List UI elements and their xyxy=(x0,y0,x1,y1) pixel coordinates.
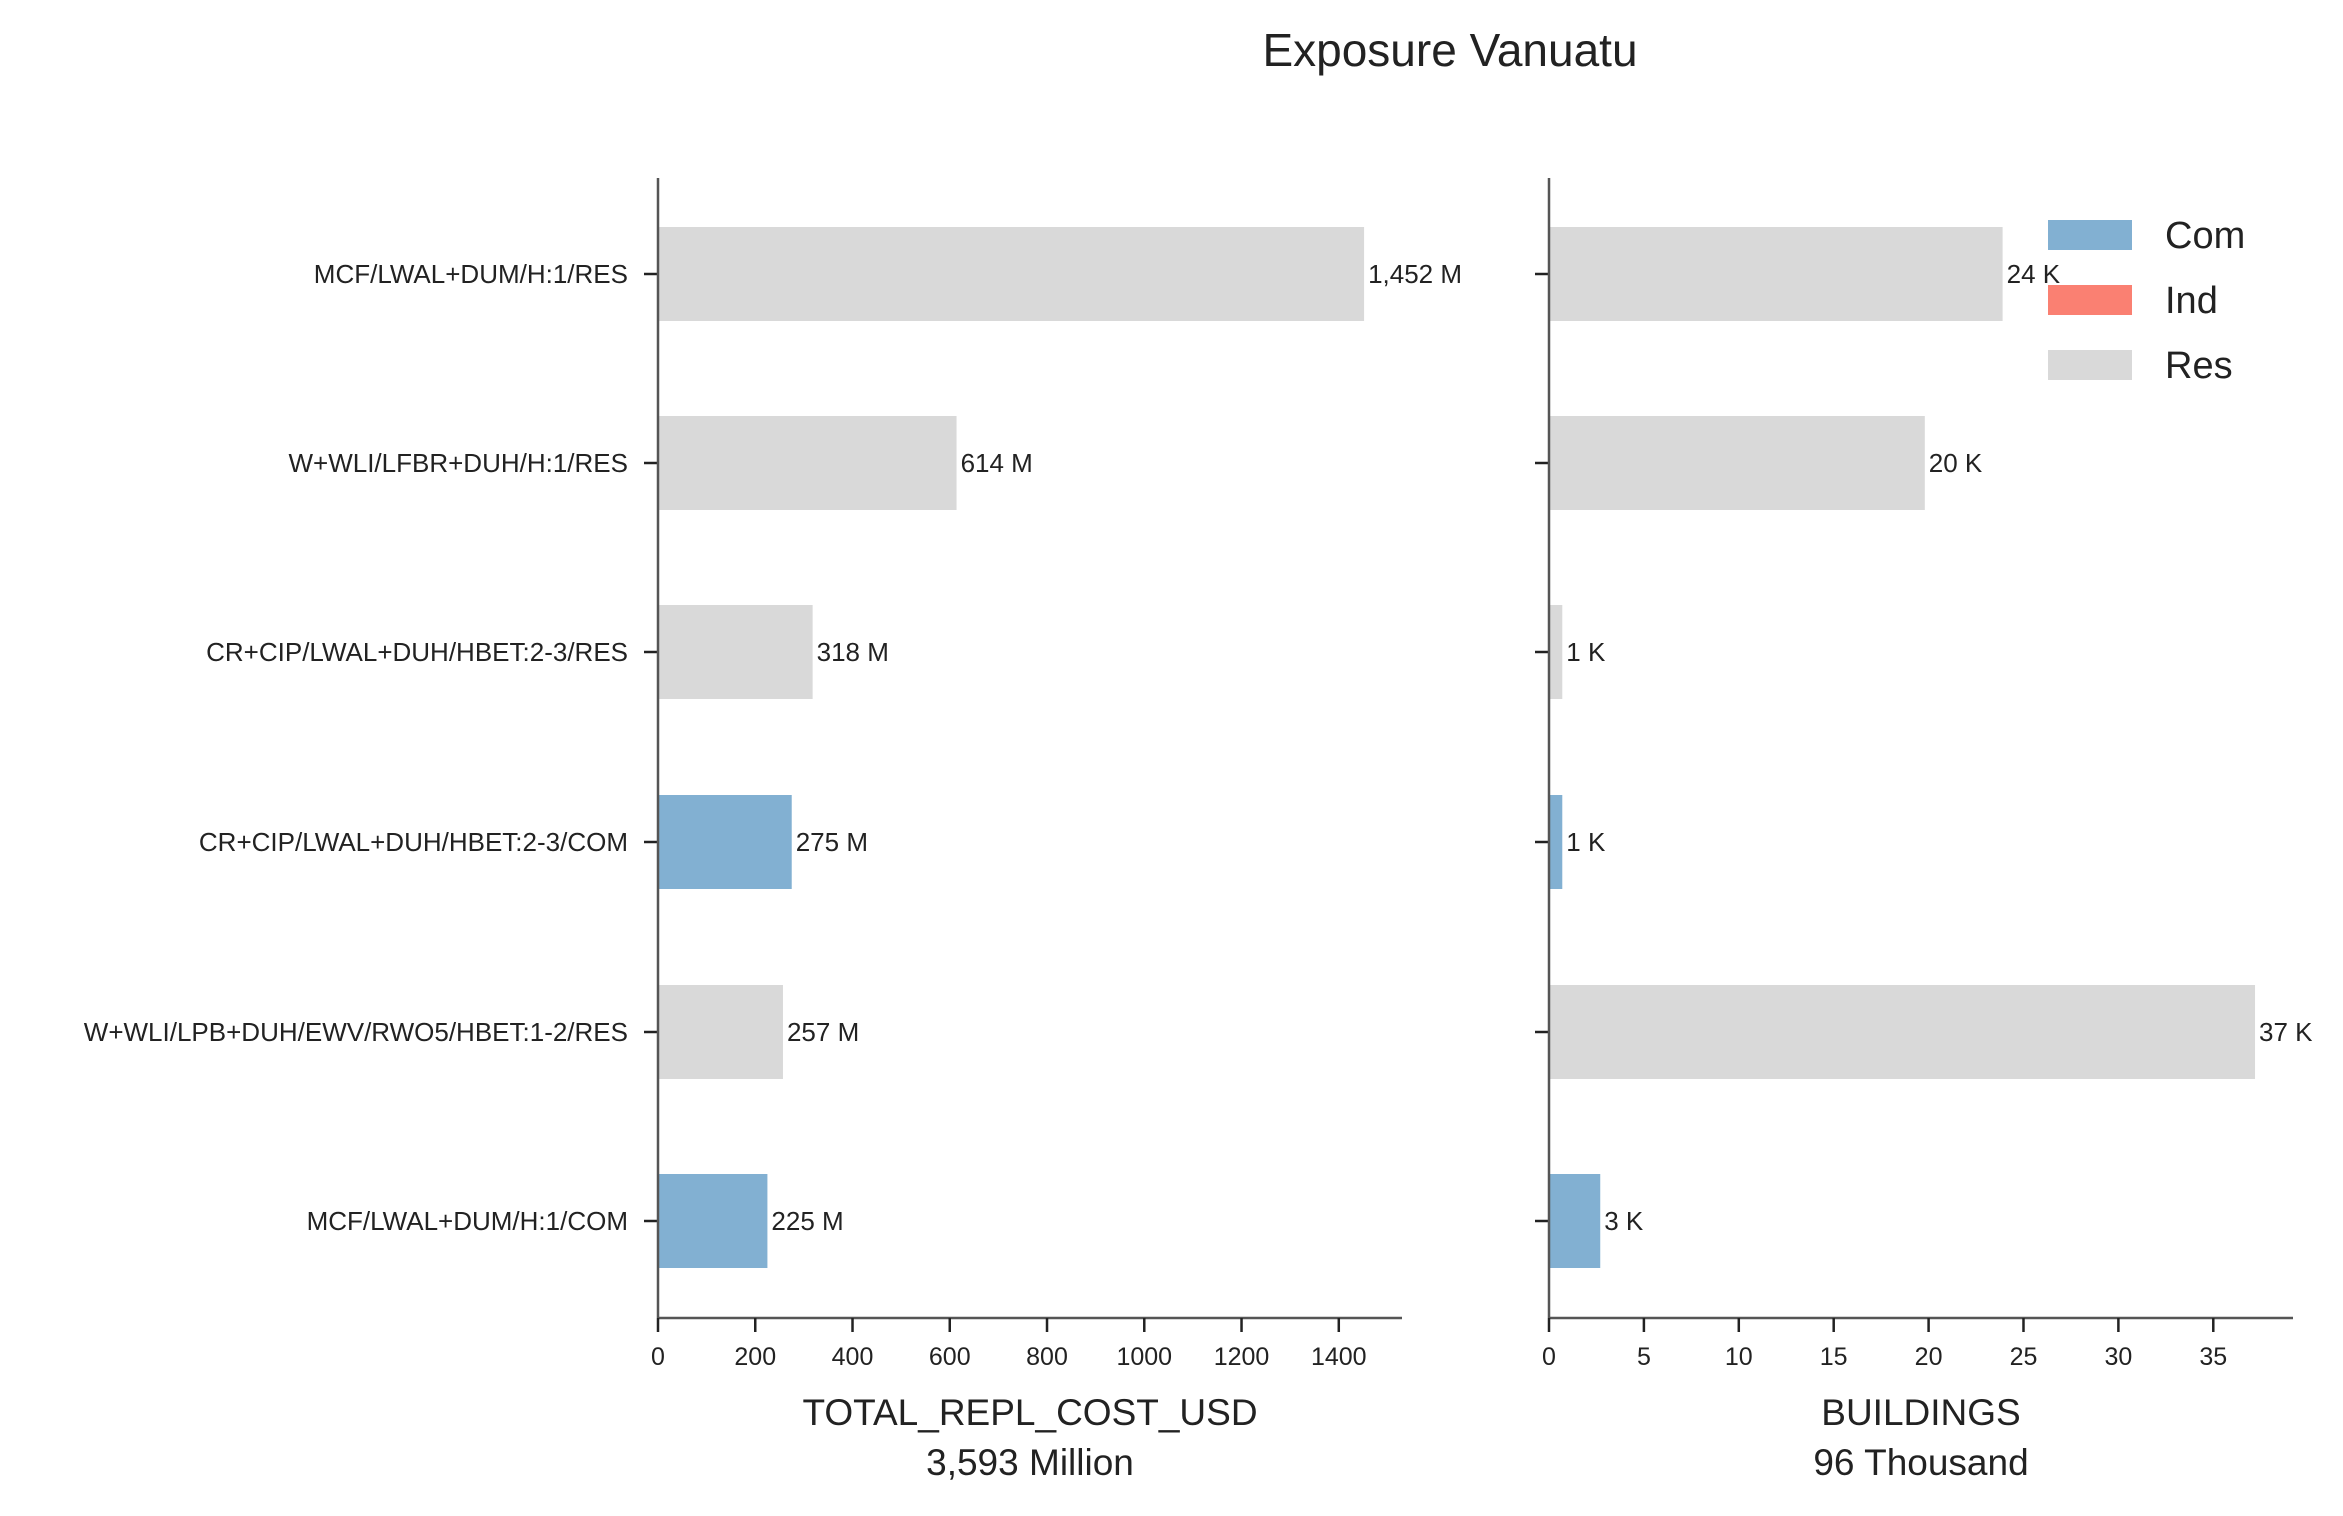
x-tick-label: 1400 xyxy=(1311,1343,1367,1371)
bar-res xyxy=(658,985,783,1079)
x-tick-label: 0 xyxy=(1542,1343,1556,1371)
x-tick-label: 800 xyxy=(1026,1343,1068,1371)
bar-value-label: 1,452 M xyxy=(1368,259,1462,289)
x-tick-label: 35 xyxy=(2199,1343,2227,1371)
x-tick-label: 1200 xyxy=(1214,1343,1270,1371)
bar-com xyxy=(658,1174,768,1268)
x-tick-label: 1000 xyxy=(1116,1343,1172,1371)
bar-res xyxy=(1549,985,2256,1079)
x-axis-label: TOTAL_REPL_COST_USD xyxy=(802,1392,1257,1433)
bar-value-label: 275 M xyxy=(796,827,868,857)
category-label: MCF/LWAL+DUM/H:1/COM xyxy=(307,1206,628,1236)
panel-2: 24 K 20 K 1 K 1 K 37 K 3 K 0 5 10 15 20 25 30 35 BUILD… xyxy=(1535,178,2313,1483)
bar-value-label: 257 M xyxy=(787,1017,859,1047)
bar-res xyxy=(1549,416,1925,510)
chart-title: Exposure Vanuatu xyxy=(1262,24,1637,76)
bar-res xyxy=(658,227,1365,321)
panel-1: 1,452 M MCF/LWAL+DUM/H:1/RES 614 M W+WLI/LF… xyxy=(84,178,1462,1483)
legend-swatch-ind xyxy=(2048,285,2132,315)
legend: Com Ind Res xyxy=(2048,215,2245,387)
x-tick-label: 10 xyxy=(1725,1343,1753,1371)
x-axis-subtitle: 96 Thousand xyxy=(1813,1442,2028,1483)
x-axis-label: BUILDINGS xyxy=(1821,1392,2020,1433)
category-label: W+WLI/LFBR+DUH/H:1/RES xyxy=(288,448,628,478)
bar-value-label: 318 M xyxy=(817,637,889,667)
x-tick-label: 0 xyxy=(651,1343,665,1371)
bar-value-label: 37 K xyxy=(2259,1017,2313,1047)
bar-value-label: 1 K xyxy=(1566,637,1606,667)
x-tick-label: 25 xyxy=(2010,1343,2038,1371)
x-tick-label: 600 xyxy=(929,1343,971,1371)
bar-value-label: 3 K xyxy=(1604,1206,1644,1236)
category-label: MCF/LWAL+DUM/H:1/RES xyxy=(314,259,628,289)
x-tick-label: 200 xyxy=(734,1343,776,1371)
legend-label-ind: Ind xyxy=(2165,280,2218,322)
category-label: CR+CIP/LWAL+DUH/HBET:2-3/COM xyxy=(199,827,628,857)
bar-com xyxy=(658,795,792,889)
panels-layer: 1,452 M MCF/LWAL+DUM/H:1/RES 614 M W+WLI/LF… xyxy=(84,178,2313,1483)
bar-value-label: 20 K xyxy=(1929,448,1983,478)
x-tick-label: 5 xyxy=(1637,1343,1651,1371)
bar-res xyxy=(658,605,813,699)
bar-res xyxy=(1549,227,2003,321)
legend-label-res: Res xyxy=(2165,345,2233,387)
bar-res xyxy=(1549,605,1563,699)
x-tick-label: 20 xyxy=(1915,1343,1943,1371)
bar-com xyxy=(1549,1174,1601,1268)
bar-value-label: 24 K xyxy=(2007,259,2061,289)
x-axis-subtitle: 3,593 Million xyxy=(926,1442,1134,1483)
bar-value-label: 225 M xyxy=(771,1206,843,1236)
legend-swatch-res xyxy=(2048,350,2132,380)
bar-com xyxy=(1549,795,1563,889)
legend-swatch-com xyxy=(2048,220,2132,250)
x-tick-label: 30 xyxy=(2104,1343,2132,1371)
bar-value-label: 614 M xyxy=(961,448,1033,478)
category-label: W+WLI/LPB+DUH/EWV/RWO5/HBET:1-2/RES xyxy=(84,1017,628,1047)
category-label: CR+CIP/LWAL+DUH/HBET:2-3/RES xyxy=(206,637,628,667)
bar-value-label: 1 K xyxy=(1566,827,1606,857)
bar-res xyxy=(658,416,957,510)
x-tick-label: 15 xyxy=(1820,1343,1848,1371)
x-tick-label: 400 xyxy=(832,1343,874,1371)
legend-label-com: Com xyxy=(2165,215,2245,257)
